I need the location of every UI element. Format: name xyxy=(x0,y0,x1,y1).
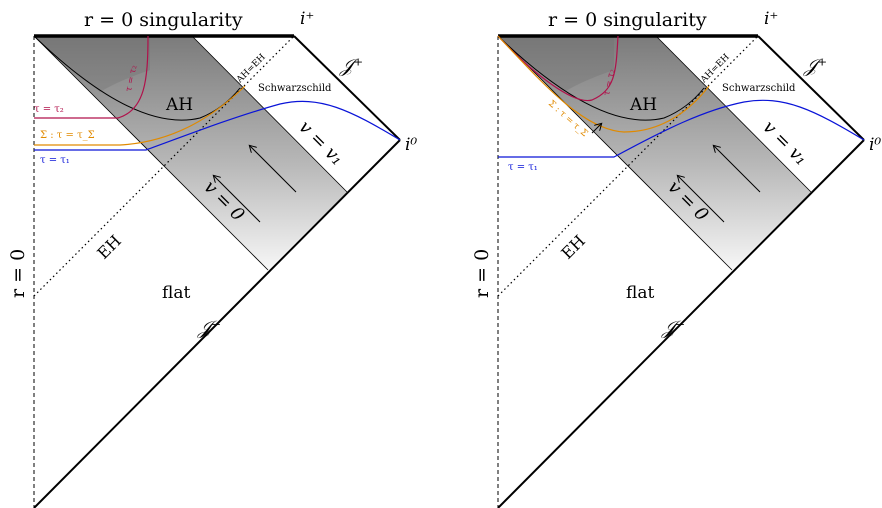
penrose-diagram-left: r = 0 singularity i⁺ 𝒥⁺ i⁰ 𝒥⁻ r = 0 AH=E… xyxy=(7,9,417,508)
ah-label: AH xyxy=(629,95,657,115)
tau-one-slice xyxy=(34,100,401,151)
flat-label: flat xyxy=(626,283,654,303)
infall-arrow-2 xyxy=(678,176,725,223)
infall-arrow-2 xyxy=(214,176,261,223)
singularity-label: r = 0 singularity xyxy=(548,9,707,31)
schwarzschild-label: Schwarzschild xyxy=(258,83,332,94)
scri-minus-line xyxy=(497,139,865,508)
sigma-pointer-arrow xyxy=(591,124,601,134)
i-zero-label: i⁰ xyxy=(869,135,881,155)
event-horizon-line xyxy=(33,35,295,297)
tau-one-label: τ = τ₁ xyxy=(40,155,70,166)
eh-label: EH xyxy=(557,231,589,263)
r-zero-label: r = 0 xyxy=(471,249,493,298)
tau-one-slice xyxy=(498,99,865,158)
sigma-slice xyxy=(34,85,246,146)
scri-plus-line xyxy=(293,35,401,141)
shell-v-zero-edge xyxy=(33,35,269,271)
scri-minus-label: 𝒥⁻ xyxy=(197,317,221,339)
sigma-slice xyxy=(497,35,710,133)
shell-v-one-edge xyxy=(655,35,812,193)
tau-two-label-horizontal: τ = τ₂ xyxy=(34,104,64,115)
collapsing-shell-region xyxy=(498,36,811,270)
ah-eq-eh-label: AH=EH xyxy=(698,52,732,86)
apparent-horizon-curve xyxy=(497,35,705,121)
schwarzschild-label: Schwarzschild xyxy=(722,83,796,94)
scri-plus-label: 𝒥⁺ xyxy=(803,55,827,77)
collapsing-shell-region xyxy=(34,36,347,270)
singularity-label: r = 0 singularity xyxy=(84,9,243,31)
i-plus-label: i⁺ xyxy=(300,9,314,29)
eh-label: EH xyxy=(93,231,125,263)
penrose-diagram-right: r = 0 singularity i⁺ 𝒥⁺ i⁰ 𝒥⁻ r = 0 AH=E… xyxy=(471,9,881,508)
infall-arrow-1 xyxy=(250,146,297,193)
ah-eq-eh-label: AH=EH xyxy=(234,52,268,86)
ah-label: AH xyxy=(165,95,193,115)
scri-plus-line xyxy=(757,35,865,141)
scri-minus-line xyxy=(33,139,401,508)
sigma-label: Σ : τ = τ_Σ xyxy=(40,130,95,141)
i-plus-label: i⁺ xyxy=(764,9,778,29)
r-zero-label: r = 0 xyxy=(7,249,29,298)
event-horizon-line xyxy=(497,35,759,297)
tau-two-slice xyxy=(34,35,149,119)
flat-label: flat xyxy=(162,283,190,303)
trapped-region-shade xyxy=(498,36,614,92)
scri-minus-label: 𝒥⁻ xyxy=(661,317,685,339)
shell-v-one-edge xyxy=(191,35,348,193)
shell-v-zero-edge xyxy=(497,35,733,271)
tau-one-label: τ = τ₁ xyxy=(508,162,538,173)
i-zero-label: i⁰ xyxy=(405,135,417,155)
tau-two-slice xyxy=(497,35,619,102)
infall-arrow-1 xyxy=(714,146,761,193)
scri-plus-label: 𝒥⁺ xyxy=(339,55,363,77)
trapped-region-shade xyxy=(34,36,150,92)
